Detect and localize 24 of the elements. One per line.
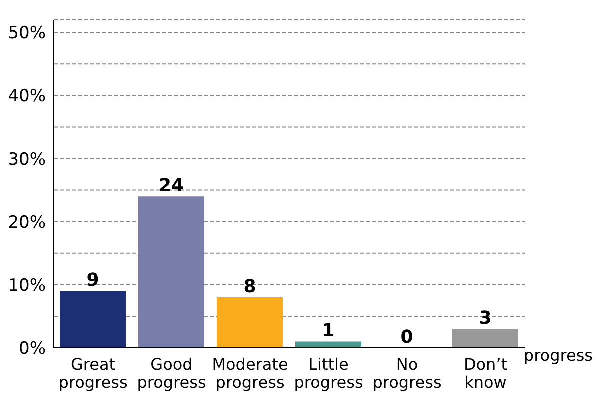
x-tick-label: Good progress: [137, 355, 206, 392]
y-tick-label: 10%: [8, 276, 46, 296]
bar: [452, 329, 518, 348]
bar: [60, 291, 126, 348]
bar: [217, 298, 283, 348]
x-tick-label: Little progress: [294, 355, 364, 392]
data-label: 0: [400, 326, 414, 348]
bar: [138, 196, 204, 348]
x-tick-label: Don’t know: [464, 355, 508, 392]
y-tick-label: 40%: [8, 86, 46, 107]
data-label: 24: [158, 176, 184, 197]
annotation: progress: [524, 346, 593, 365]
data-label: 8: [244, 276, 256, 298]
y-tick-label: 30%: [8, 150, 46, 170]
y-tick-label: 0%: [19, 339, 46, 360]
bar: [296, 342, 362, 348]
data-label: 1: [322, 320, 335, 342]
data-label: 3: [479, 308, 492, 330]
y-tick-label: 20%: [8, 212, 46, 233]
x-tick-label: No progress: [372, 355, 442, 392]
y-tick-label: 50%: [8, 24, 46, 44]
x-tick-label: Great progress: [58, 355, 128, 392]
data-label: 9: [86, 270, 100, 292]
x-tick-label: Moderate progress: [212, 355, 288, 392]
